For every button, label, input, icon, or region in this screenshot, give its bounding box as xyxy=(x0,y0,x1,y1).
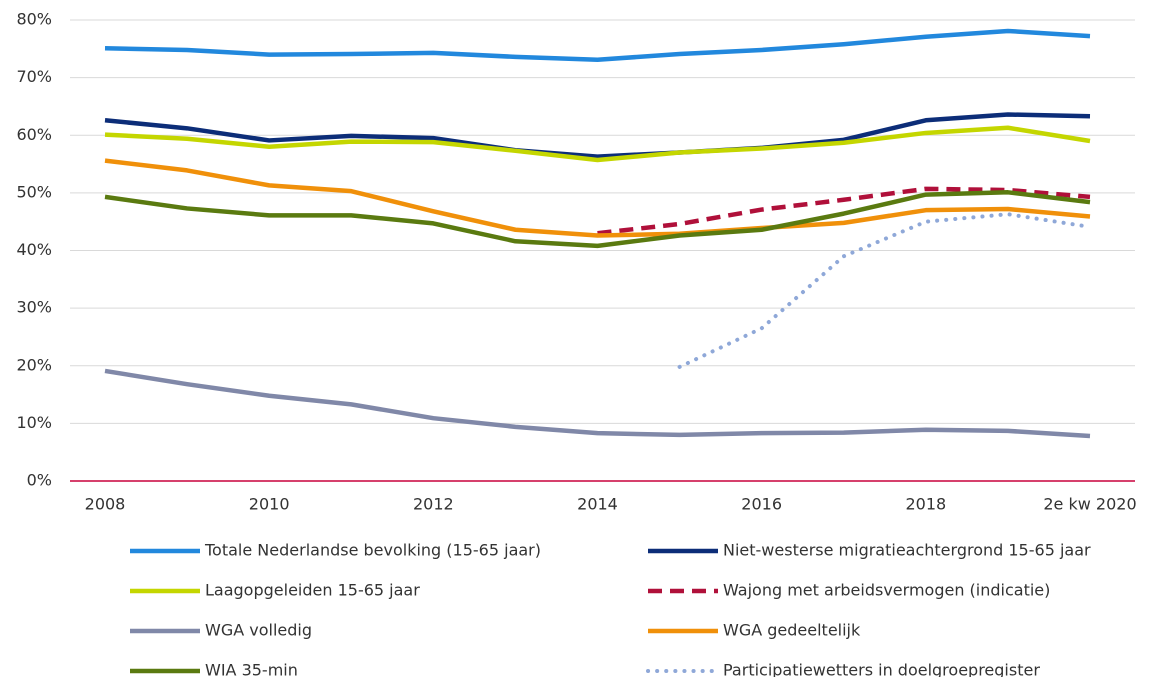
legend-label: WGA gedeeltelijk xyxy=(723,621,861,640)
series-line xyxy=(104,158,1091,238)
legend-label: Niet-westerse migratieachtergrond 15-65 … xyxy=(723,541,1091,560)
series-line xyxy=(104,28,1091,63)
series-line xyxy=(677,212,1092,369)
legend-label: Wajong met arbeidsvermogen (indicatie) xyxy=(723,581,1050,600)
y-tick-label: 40% xyxy=(16,240,52,259)
x-tick-label: 2018 xyxy=(905,495,946,514)
series-line xyxy=(597,186,1091,236)
series-line xyxy=(104,190,1091,249)
series-line xyxy=(104,112,1091,159)
y-tick-label: 0% xyxy=(27,471,52,490)
x-tick-label: 2e kw 2020 xyxy=(1043,495,1136,514)
y-tick-label: 20% xyxy=(16,355,52,374)
y-tick-label: 80% xyxy=(16,10,52,29)
legend-label: Participatiewetters in doelgroepregister xyxy=(723,661,1040,677)
x-tick-label: 2008 xyxy=(85,495,126,514)
y-tick-label: 60% xyxy=(16,125,52,144)
x-tick-label: 2010 xyxy=(249,495,290,514)
y-tick-label: 10% xyxy=(16,413,52,432)
legend-label: Laagopgeleiden 15-65 jaar xyxy=(205,581,420,600)
legend-label: WIA 35-min xyxy=(205,661,298,677)
y-tick-label: 30% xyxy=(16,298,52,317)
y-tick-label: 50% xyxy=(16,182,52,201)
series-line xyxy=(104,368,1091,439)
series-line xyxy=(104,125,1091,163)
x-tick-label: 2012 xyxy=(413,495,454,514)
x-tick-label: 2016 xyxy=(741,495,782,514)
legend-label: WGA volledig xyxy=(205,621,312,640)
y-tick-label: 70% xyxy=(16,67,52,86)
x-tick-label: 2014 xyxy=(577,495,618,514)
legend-label: Totale Nederlandse bevolking (15-65 jaar… xyxy=(204,541,541,560)
